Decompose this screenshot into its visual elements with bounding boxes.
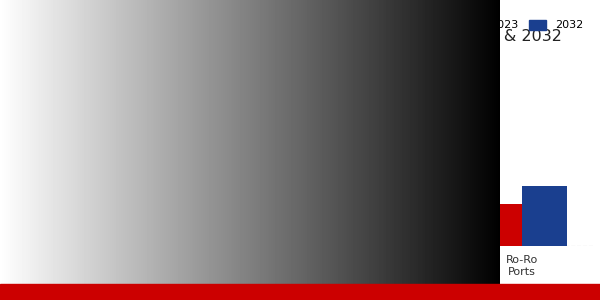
Legend: 2023, 2032: 2023, 2032 bbox=[460, 15, 587, 35]
Bar bbox=[49, 133, 94, 246]
Bar bbox=[334, 197, 379, 246]
Bar bbox=[236, 124, 282, 246]
Bar bbox=[476, 204, 521, 246]
Bar bbox=[94, 89, 140, 246]
Bar bbox=[379, 179, 425, 246]
Text: 24.5: 24.5 bbox=[40, 123, 67, 133]
Bar bbox=[191, 158, 236, 246]
Text: Marine Ports Service Market, By Port Operation Type, 2023 & 2032: Marine Ports Service Market, By Port Ope… bbox=[28, 29, 562, 44]
Bar bbox=[521, 186, 567, 246]
Y-axis label: Market Size in USD Billion: Market Size in USD Billion bbox=[7, 77, 17, 221]
